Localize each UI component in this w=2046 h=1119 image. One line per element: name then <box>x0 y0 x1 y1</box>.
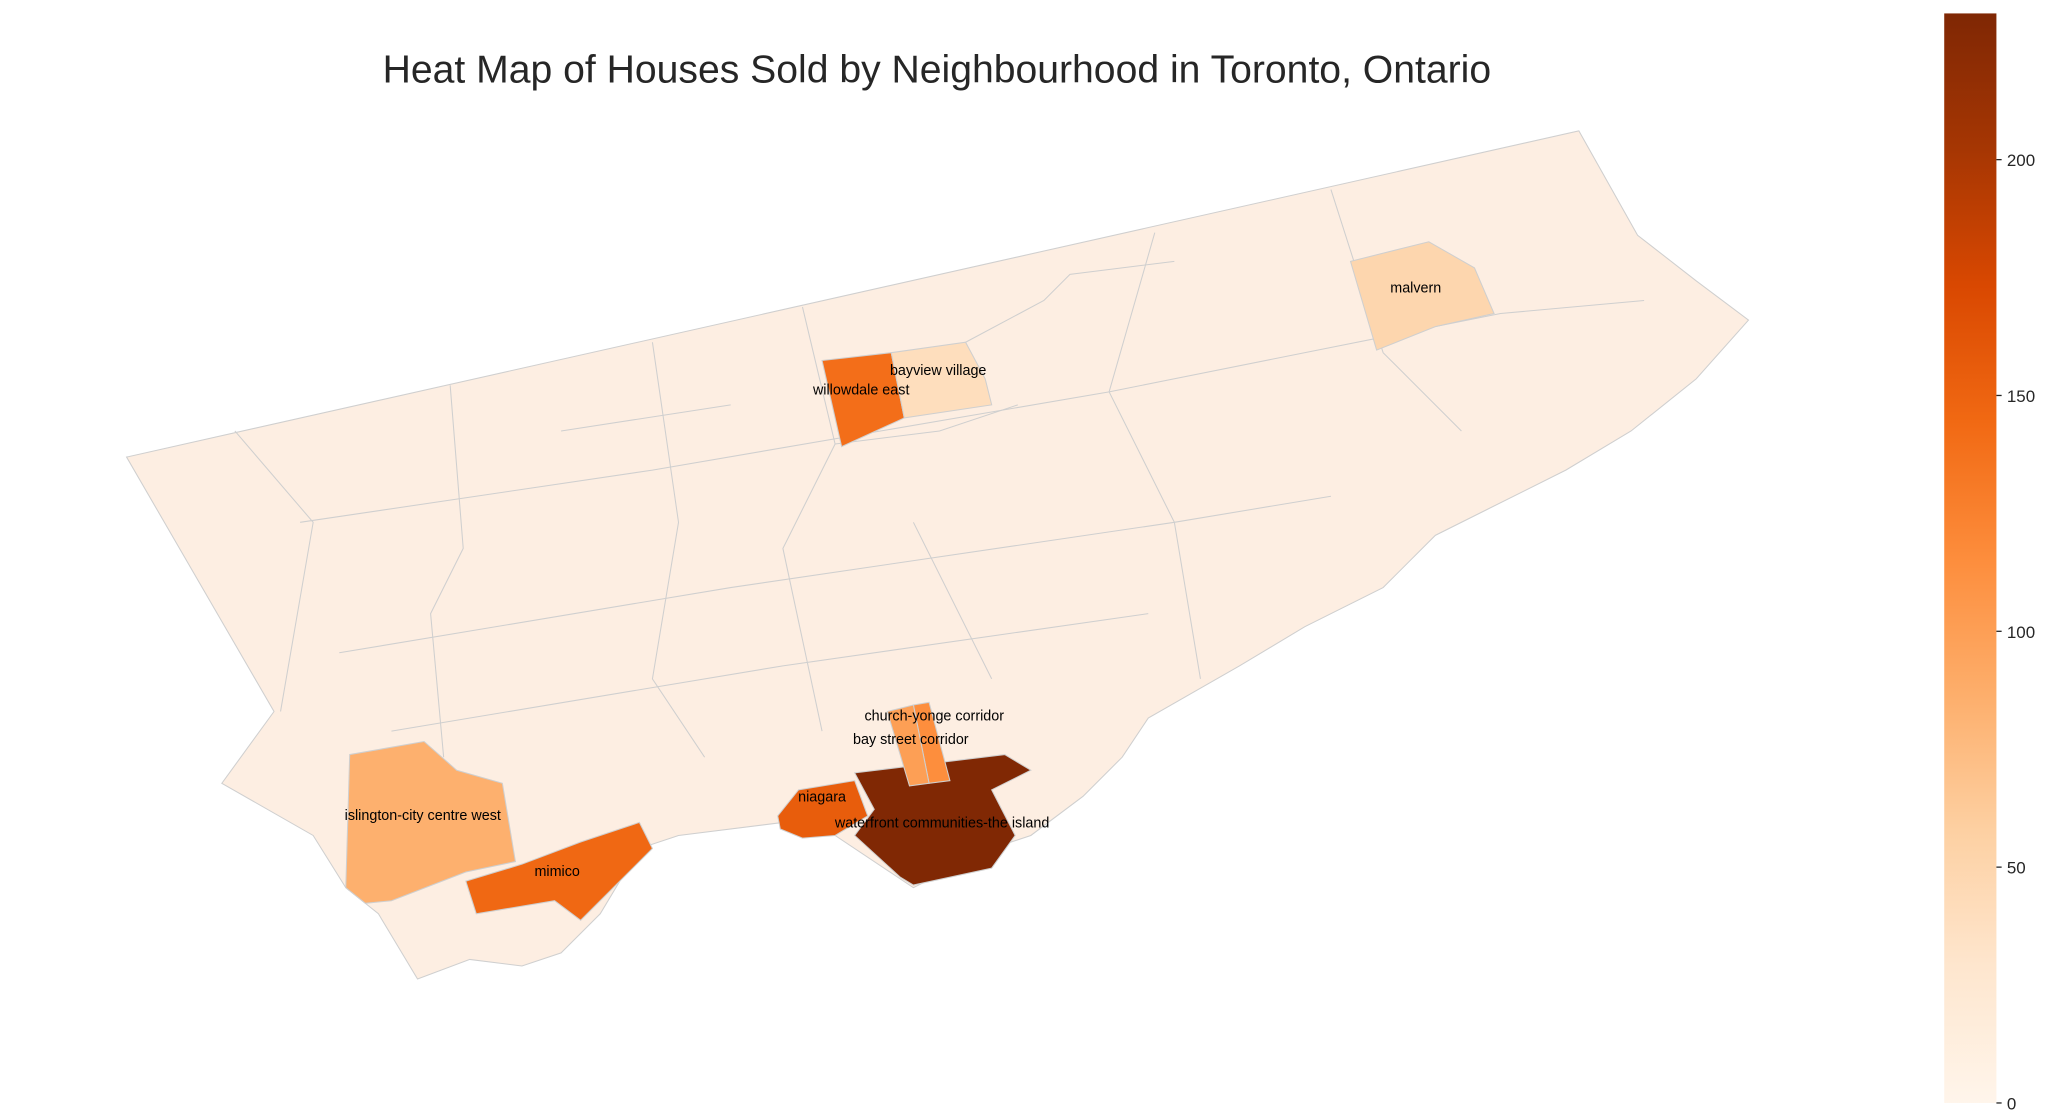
colorbar-tick-label: 150 <box>2007 387 2035 406</box>
chart-title: Heat Map of Houses Sold by Neighbourhood… <box>383 49 1492 92</box>
neighbourhood-region <box>853 754 1032 886</box>
neighbourhood-label: islington-city centre west <box>345 808 501 824</box>
neighbourhood-label: malvern <box>1390 281 1441 297</box>
neighbourhood-region <box>886 704 930 787</box>
toronto-outline <box>125 130 1750 980</box>
neighbourhood-region <box>777 780 869 839</box>
neighbourhood-label: bay street corridor <box>853 732 969 748</box>
colorbar-tick-label: 100 <box>2007 623 2035 642</box>
neighbourhood-borders <box>234 189 1645 758</box>
colorbar-tick-label: 0 <box>2007 1094 2016 1113</box>
neighbourhood-label: bayview village <box>890 363 986 379</box>
colorbar <box>1944 13 1997 1103</box>
neighbourhood-region <box>465 821 654 921</box>
colorbar-tick-label: 50 <box>2007 859 2026 878</box>
neighbourhood-region <box>890 341 993 419</box>
neighbourhood-label: willowdale east <box>812 382 909 398</box>
neighbourhood-label: church-yonge corridor <box>865 709 1005 725</box>
neighbourhood-region <box>345 740 517 904</box>
neighbourhood-label: mimico <box>534 864 579 880</box>
neighbourhood-label: niagara <box>798 790 846 806</box>
colorbar-tick-label: 200 <box>2007 151 2035 170</box>
neighbourhood-region <box>1349 241 1495 351</box>
neighbourhood-label: waterfront communities-the island <box>834 816 1049 832</box>
